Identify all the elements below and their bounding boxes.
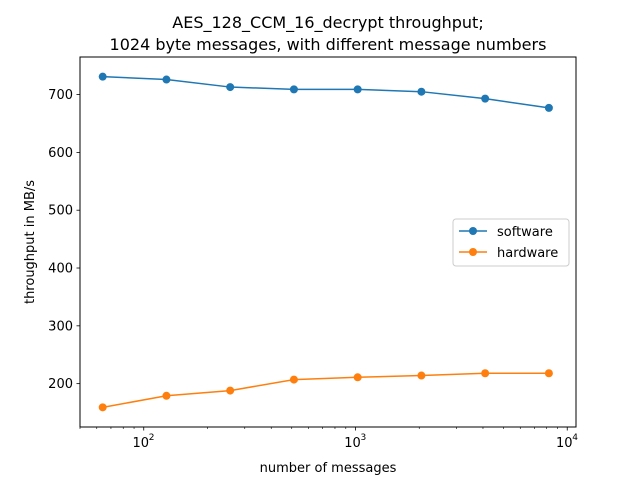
x-tick-exponent: 3 (360, 433, 366, 443)
data-point-software (544, 103, 553, 112)
series-line-software (102, 75, 550, 109)
y-tick-label: 300 (48, 319, 73, 334)
y-tick-label: 400 (48, 262, 73, 277)
series-layer (98, 72, 553, 412)
legend-marker-hardware (469, 248, 477, 256)
legend-marker-software (469, 227, 477, 235)
data-point-software (481, 94, 490, 103)
data-point-software (289, 85, 298, 94)
data-point-hardware (162, 391, 171, 400)
data-point-software (226, 83, 235, 92)
plot-frame (79, 56, 577, 428)
data-point-hardware (544, 369, 553, 378)
x-tick-label: 10 (556, 436, 573, 451)
x-tick-label: 10 (132, 436, 149, 451)
y-tick-label: 600 (48, 146, 73, 161)
legend-label-hardware: hardware (497, 246, 558, 261)
series-line-hardware (102, 372, 549, 409)
data-point-software (353, 85, 362, 94)
data-point-software (162, 75, 171, 84)
y-tick-label: 500 (48, 204, 73, 219)
y-axis: 200 300 400 500 600 700 (48, 88, 80, 392)
y-tick-label: 200 (48, 377, 73, 392)
x-axis-label: number of messages (260, 461, 397, 476)
x-tick-label: 10 (344, 436, 361, 451)
x-tick-exponent: 2 (149, 433, 155, 443)
y-axis-label: throughput in MB/s (23, 180, 38, 304)
data-point-hardware (226, 386, 235, 395)
data-point-software (417, 87, 426, 96)
legend: software hardware (452, 218, 570, 267)
y-tick-label: 700 (48, 88, 73, 103)
x-tick-exponent: 4 (572, 433, 578, 443)
x-axis: 10 2 10 3 10 4 (79, 427, 578, 451)
chart-title-line2: 1024 byte messages, with different messa… (110, 35, 547, 54)
data-point-hardware (98, 403, 107, 412)
chart-title-line1: AES_128_CCM_16_decrypt throughput; (172, 13, 483, 33)
data-point-hardware (481, 369, 490, 378)
data-point-hardware (353, 373, 362, 382)
legend-label-software: software (497, 225, 553, 240)
data-point-hardware (417, 371, 426, 380)
data-point-hardware (289, 375, 298, 384)
data-point-software (98, 72, 107, 81)
